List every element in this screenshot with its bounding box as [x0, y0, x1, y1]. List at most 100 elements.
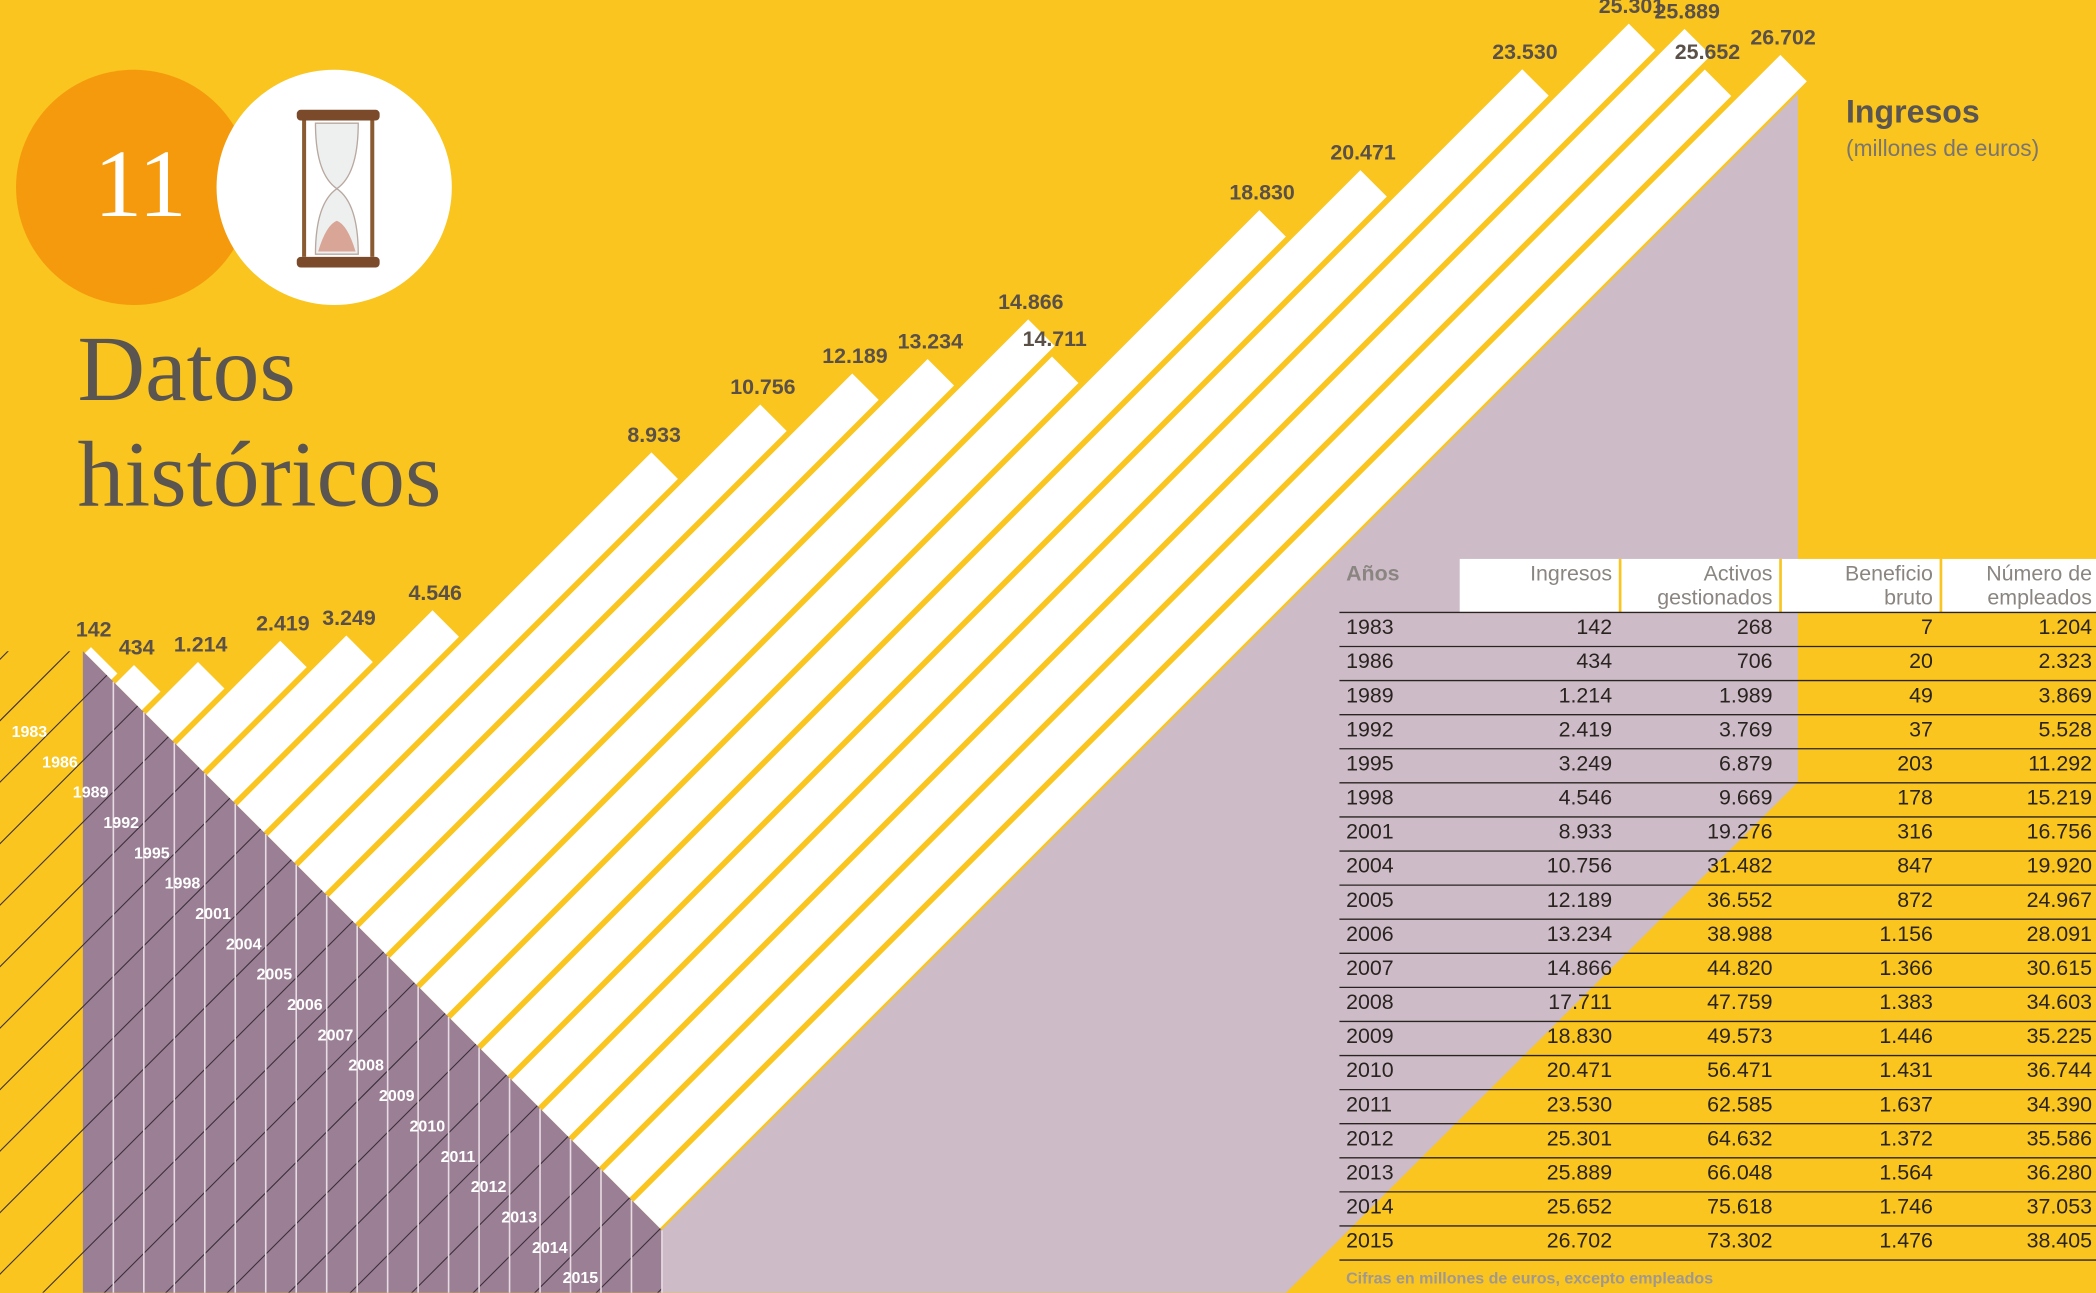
table-cell: 2.419 — [1559, 717, 1613, 741]
table-cell: 1.156 — [1879, 922, 1933, 946]
table-cell: 19.276 — [1707, 820, 1772, 844]
table-cell: 10.756 — [1547, 854, 1612, 878]
table-cell: 1.372 — [1879, 1126, 1933, 1150]
column-header: Activos — [1704, 562, 1773, 586]
value-label: 26.702 — [1750, 25, 1815, 49]
table-cell: 25.889 — [1547, 1160, 1612, 1184]
table-cell: 3.769 — [1719, 717, 1773, 741]
table-cell: 1.476 — [1879, 1229, 1933, 1253]
table-cell: 18.830 — [1547, 1024, 1612, 1048]
year-label: 2008 — [348, 1057, 384, 1075]
table-cell: 16.756 — [2027, 820, 2092, 844]
table-cell: 2.323 — [2038, 649, 2092, 673]
table-cell: 2009 — [1346, 1024, 1394, 1048]
table-cell: 20 — [1909, 649, 1933, 673]
value-label: 8.933 — [627, 423, 681, 447]
table-cell: 14.866 — [1547, 956, 1612, 980]
table-cell: 36.552 — [1707, 888, 1772, 912]
table-cell: 36.280 — [2027, 1160, 2092, 1184]
table-cell: 4.546 — [1559, 786, 1613, 810]
year-label: 2005 — [256, 966, 292, 984]
table-cell: 7 — [1921, 615, 1933, 639]
table-cell: 24.967 — [2027, 888, 2092, 912]
table-cell: 23.530 — [1547, 1092, 1612, 1116]
table-cell: 3.869 — [2038, 683, 2092, 707]
table-cell: 35.225 — [2027, 1024, 2092, 1048]
year-label: 2015 — [563, 1269, 599, 1287]
table-cell: 26.702 — [1547, 1229, 1612, 1253]
table-cell: 1.746 — [1879, 1195, 1933, 1219]
table-cell: 6.879 — [1719, 751, 1773, 775]
table-cell: 9.669 — [1719, 786, 1773, 810]
value-label: 10.756 — [730, 375, 795, 399]
table-cell: 64.632 — [1707, 1126, 1772, 1150]
table-cell: 847 — [1897, 854, 1933, 878]
column-header: bruto — [1884, 586, 1933, 610]
year-label: 2009 — [379, 1087, 415, 1105]
table-cell: 1.214 — [1559, 683, 1613, 707]
chart-title: Ingresos — [1846, 93, 1980, 129]
value-label: 23.530 — [1492, 40, 1557, 64]
table-cell: 1986 — [1346, 649, 1394, 673]
year-label: 2004 — [226, 935, 262, 953]
table-cell: 1.431 — [1879, 1058, 1933, 1082]
table-cell: 434 — [1576, 649, 1612, 673]
table-cell: 2013 — [1346, 1160, 1394, 1184]
value-label: 18.830 — [1229, 181, 1294, 205]
table-cell: 142 — [1576, 615, 1612, 639]
table-cell: 2004 — [1346, 854, 1394, 878]
table-cell: 2007 — [1346, 956, 1394, 980]
table-cell: 1995 — [1346, 751, 1394, 775]
table-cell: 1.446 — [1879, 1024, 1933, 1048]
value-label: 20.471 — [1330, 141, 1395, 165]
table-cell: 47.759 — [1707, 990, 1772, 1014]
table-cell: 203 — [1897, 751, 1933, 775]
value-label: 4.546 — [408, 581, 462, 605]
table-cell: 75.618 — [1707, 1195, 1772, 1219]
table-cell: 36.744 — [2027, 1058, 2092, 1082]
table-cell: 66.048 — [1707, 1160, 1772, 1184]
table-cell: 25.652 — [1547, 1195, 1612, 1219]
section-number: 11 — [94, 130, 187, 237]
value-label: 12.189 — [822, 344, 887, 368]
table-cell: 49 — [1909, 683, 1933, 707]
year-label: 2006 — [287, 996, 323, 1014]
table-cell: 1.204 — [2038, 615, 2092, 639]
table-cell: 19.920 — [2027, 854, 2092, 878]
table-cell: 37.053 — [2027, 1195, 2092, 1219]
table-cell: 2006 — [1346, 922, 1394, 946]
table-cell: 15.219 — [2027, 786, 2092, 810]
page: {"header": {"number": "11", "title_lines… — [0, 0, 2096, 1293]
table-cell: 1.989 — [1719, 683, 1773, 707]
year-label: 2010 — [410, 1117, 446, 1135]
chart-subtitle: (millones de euros) — [1846, 135, 2039, 161]
table-cell: 2001 — [1346, 820, 1394, 844]
page-title: históricos — [78, 424, 442, 527]
table-cell: 56.471 — [1707, 1058, 1772, 1082]
year-label: 1986 — [42, 753, 78, 771]
year-label: 1992 — [103, 814, 139, 832]
value-label: 14.866 — [998, 290, 1063, 314]
table-cell: 17.711 — [1548, 990, 1612, 1014]
year-label: 1983 — [12, 723, 48, 741]
page-title: Datos — [78, 318, 296, 421]
table-cell: 2008 — [1346, 990, 1394, 1014]
table-cell: 1.366 — [1879, 956, 1933, 980]
year-label: 1989 — [73, 784, 109, 802]
table-cell: 11.292 — [2028, 751, 2092, 775]
table-cell: 62.585 — [1707, 1092, 1772, 1116]
value-label: 2.419 — [256, 611, 310, 635]
table-cell: 706 — [1737, 649, 1773, 673]
table-cell: 1.564 — [1879, 1160, 1933, 1184]
table-cell: 73.302 — [1707, 1229, 1772, 1253]
year-label: 2013 — [501, 1208, 537, 1226]
column-header: Beneficio — [1845, 562, 1933, 586]
table-cell: 35.586 — [2027, 1126, 2092, 1150]
table-cell: 872 — [1897, 888, 1933, 912]
table-cell: 8.933 — [1559, 820, 1613, 844]
table-cell: 5.528 — [2038, 717, 2092, 741]
table-cell: 1998 — [1346, 786, 1394, 810]
column-header: Ingresos — [1530, 562, 1612, 586]
table-note: Cifras en millones de euros, excepto emp… — [1346, 1270, 1713, 1288]
year-label: 1995 — [134, 844, 170, 862]
